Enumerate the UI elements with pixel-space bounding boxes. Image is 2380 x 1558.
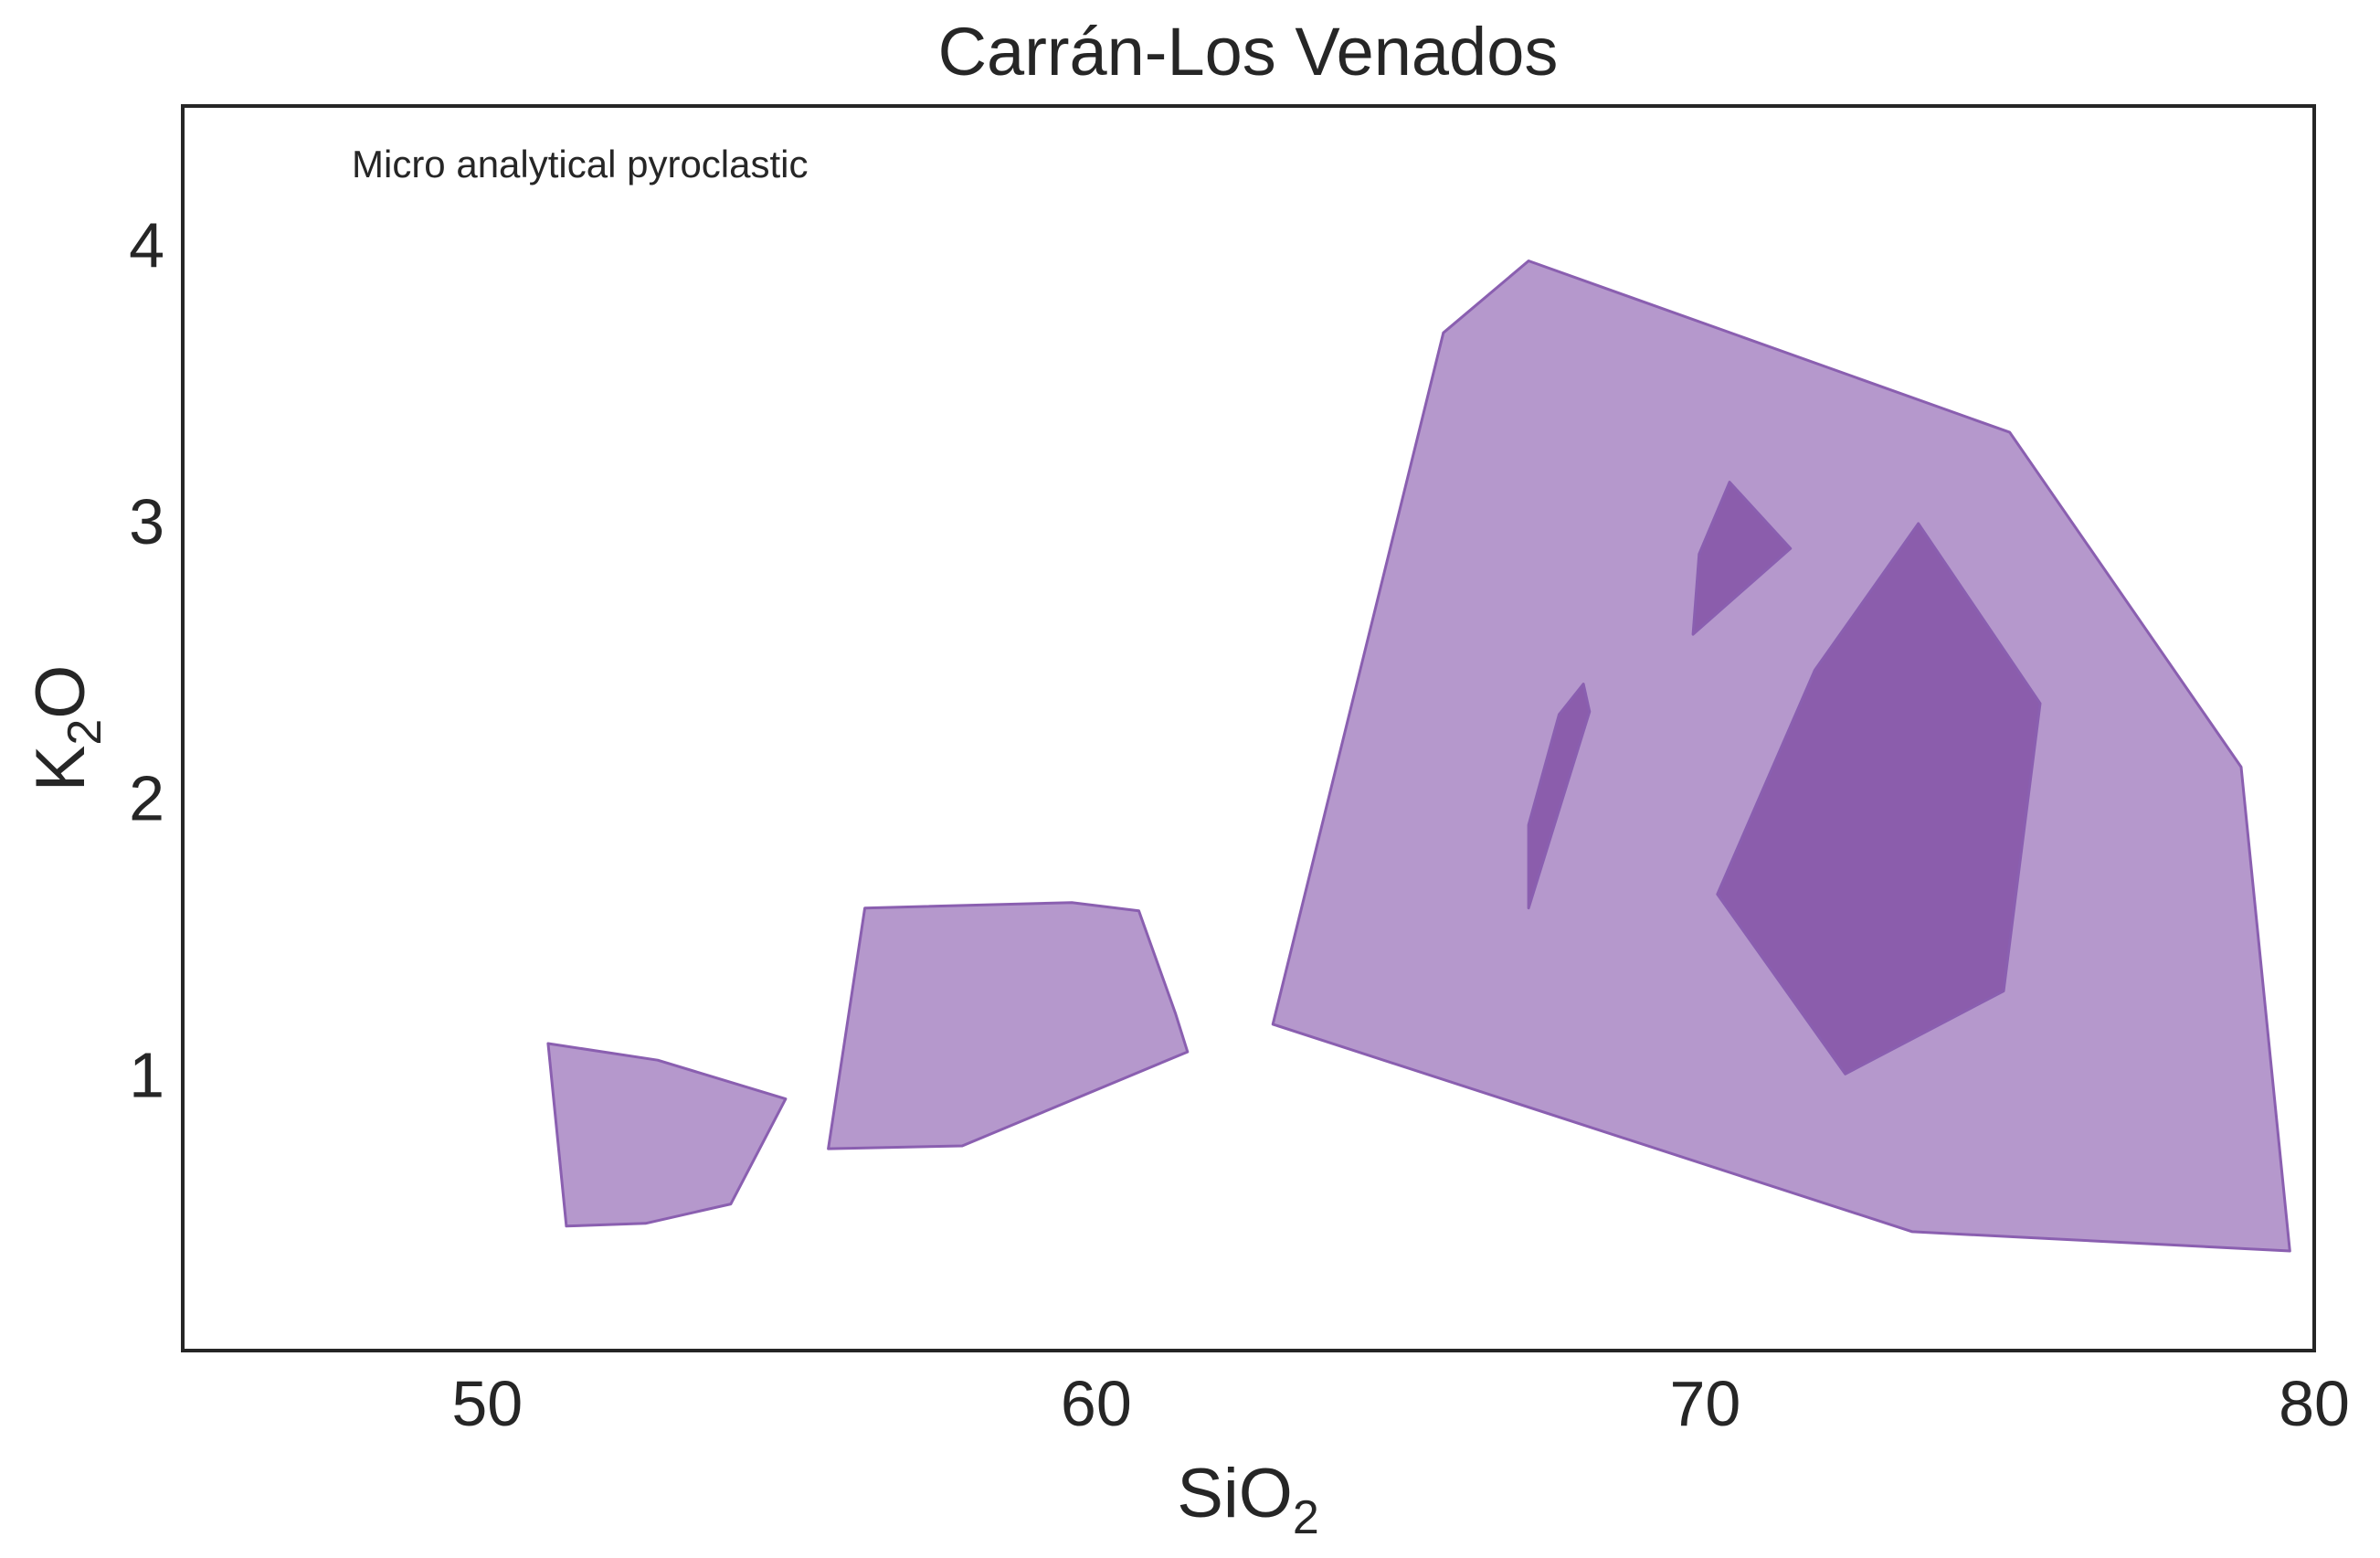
x-axis-label: SiO2 bbox=[1177, 1455, 1319, 1544]
x-axis-label-main: SiO bbox=[1177, 1455, 1293, 1532]
contour-region-outer-1 bbox=[546, 1042, 788, 1228]
y-tick-label: 2 bbox=[129, 763, 164, 834]
y-axis-label-subscript: 2 bbox=[58, 719, 111, 746]
plot-frame bbox=[181, 104, 2316, 1352]
y-tick-labels: 1 2 3 4 bbox=[129, 209, 164, 1110]
y-axis-label-rest: O bbox=[22, 665, 100, 719]
x-tick-label: 80 bbox=[2279, 1368, 2350, 1439]
y-tick-label: 3 bbox=[129, 486, 164, 557]
chart-title: Carrán-Los Venados bbox=[938, 14, 1559, 90]
y-tick-label: 4 bbox=[129, 209, 164, 281]
x-axis-label-subscript: 2 bbox=[1293, 1491, 1319, 1544]
x-tick-label: 70 bbox=[1669, 1368, 1740, 1439]
contour-region-outer-2 bbox=[827, 901, 1190, 1150]
x-tick-labels: 50 60 70 80 bbox=[451, 1368, 2350, 1439]
chart-annotation: Micro analytical pyroclastic bbox=[352, 143, 809, 185]
contour-region-inner-4 bbox=[1691, 481, 1793, 636]
contour-region-inner-5 bbox=[1716, 522, 2042, 1076]
contour-region-inner-6 bbox=[1527, 683, 1592, 910]
y-tick-label: 1 bbox=[129, 1039, 164, 1110]
x-tick-label: 50 bbox=[451, 1368, 523, 1439]
y-axis-label: K2O bbox=[22, 665, 111, 792]
x-tick-label: 60 bbox=[1061, 1368, 1132, 1439]
y-axis-label-main: K bbox=[22, 746, 100, 792]
contour-regions bbox=[546, 260, 2291, 1253]
